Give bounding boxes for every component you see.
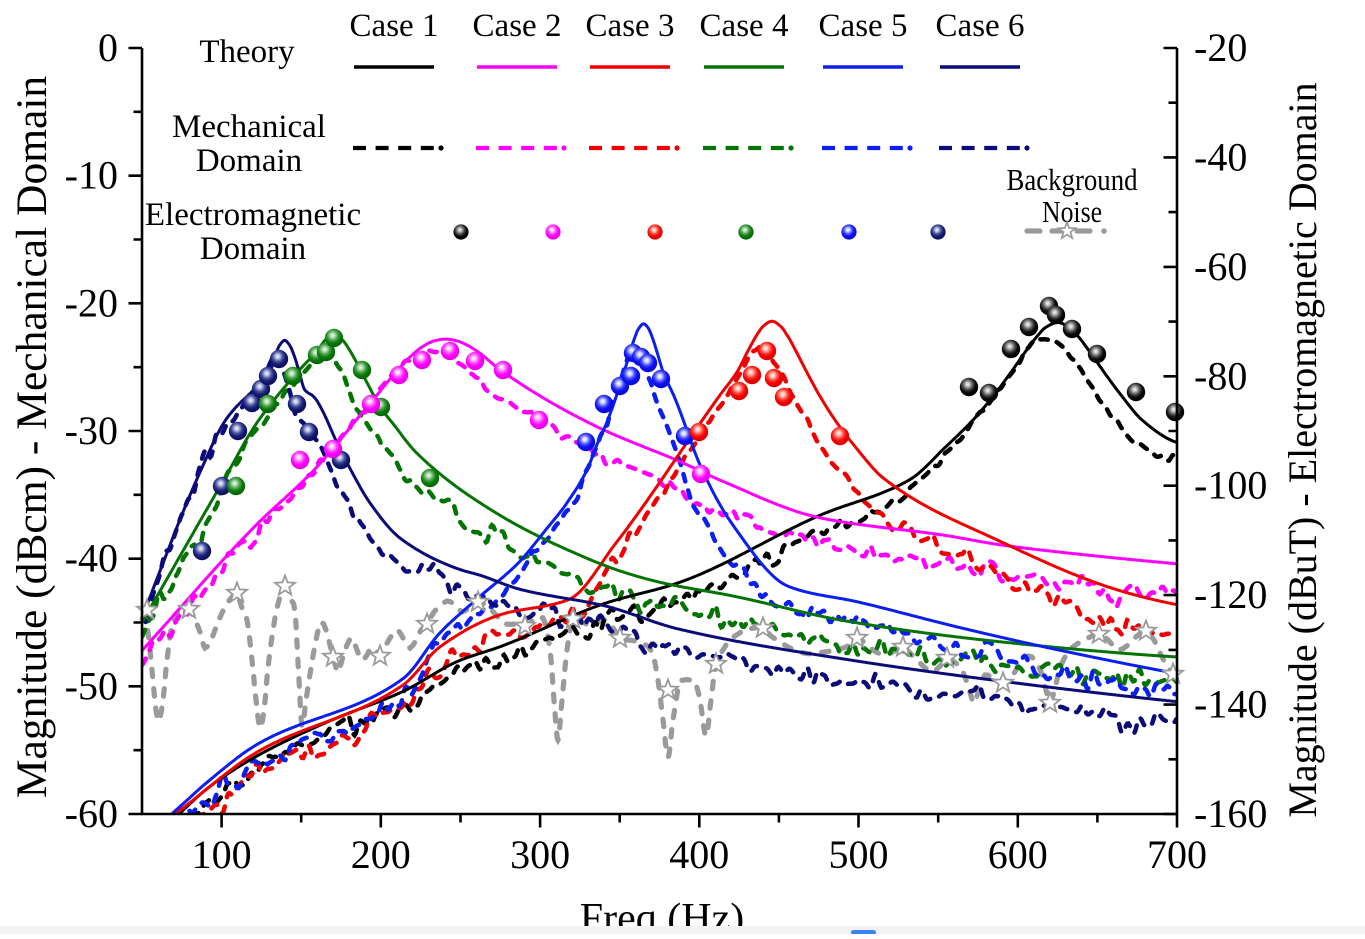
svg-text:-80: -80 [1194,353,1247,398]
svg-text:100: 100 [192,832,252,877]
svg-text:Mechanical: Mechanical [172,109,326,145]
svg-text:-160: -160 [1194,791,1267,836]
svg-text:Magnitude (dBcm) - Mechanical: Magnitude (dBcm) - Mechanical Domain [8,76,56,799]
svg-text:Background: Background [1007,162,1138,197]
svg-text:Case 4: Case 4 [700,8,789,44]
svg-text:Theory: Theory [199,34,295,70]
svg-text:300: 300 [510,832,570,877]
svg-text:-20: -20 [65,280,118,325]
svg-text:700: 700 [1147,832,1207,877]
svg-text:-60: -60 [65,791,118,836]
svg-text:-20: -20 [1194,25,1247,70]
svg-text:Case 3: Case 3 [586,8,675,44]
svg-text:600: 600 [988,832,1048,877]
svg-text:-100: -100 [1194,463,1267,508]
svg-text:Case 5: Case 5 [819,8,908,44]
svg-text:Case 6: Case 6 [936,8,1025,44]
svg-text:-140: -140 [1194,682,1267,727]
svg-text:Case 2: Case 2 [473,8,562,44]
svg-text:-120: -120 [1194,572,1267,617]
svg-text:-40: -40 [65,536,118,581]
svg-text:Domain: Domain [196,143,302,179]
svg-text:-60: -60 [1194,244,1247,289]
svg-text:Case 1: Case 1 [350,8,439,44]
svg-text:0: 0 [98,25,118,70]
svg-text:Domain: Domain [200,231,306,267]
svg-text:-50: -50 [65,663,118,708]
svg-text:Noise: Noise [1042,194,1102,229]
svg-text:-40: -40 [1194,134,1247,179]
svg-text:400: 400 [669,832,729,877]
svg-text:Electromagnetic: Electromagnetic [145,197,361,233]
svg-text:-30: -30 [65,408,118,453]
svg-text:200: 200 [351,832,411,877]
svg-text:-10: -10 [65,153,118,198]
svg-text:500: 500 [829,832,889,877]
svg-text:Magnitude (dBuT) - Electromagn: Magnitude (dBuT) - Electromagnetic Domai… [1280,82,1325,817]
